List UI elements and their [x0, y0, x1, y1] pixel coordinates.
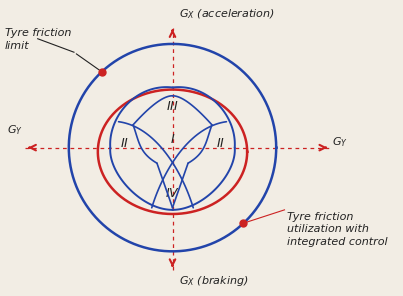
Text: Tyre friction
limit: Tyre friction limit [4, 28, 71, 51]
Text: Tyre friction
utilization with
integrated control: Tyre friction utilization with integrate… [287, 212, 387, 247]
Text: $\mathit{I}$: $\mathit{I}$ [170, 133, 175, 146]
Text: $G_Y$: $G_Y$ [7, 123, 23, 137]
Text: $G_Y$: $G_Y$ [332, 136, 348, 149]
Text: $\mathit{III}$: $\mathit{III}$ [166, 100, 179, 113]
Text: $G_X$ (acceleration): $G_X$ (acceleration) [179, 7, 274, 21]
Text: $\mathit{II}$: $\mathit{II}$ [216, 137, 225, 150]
Text: $G_X$ (braking): $G_X$ (braking) [179, 274, 248, 288]
Text: $\mathit{II}$: $\mathit{II}$ [120, 137, 129, 150]
Text: $\mathit{IV}$: $\mathit{IV}$ [165, 187, 180, 200]
